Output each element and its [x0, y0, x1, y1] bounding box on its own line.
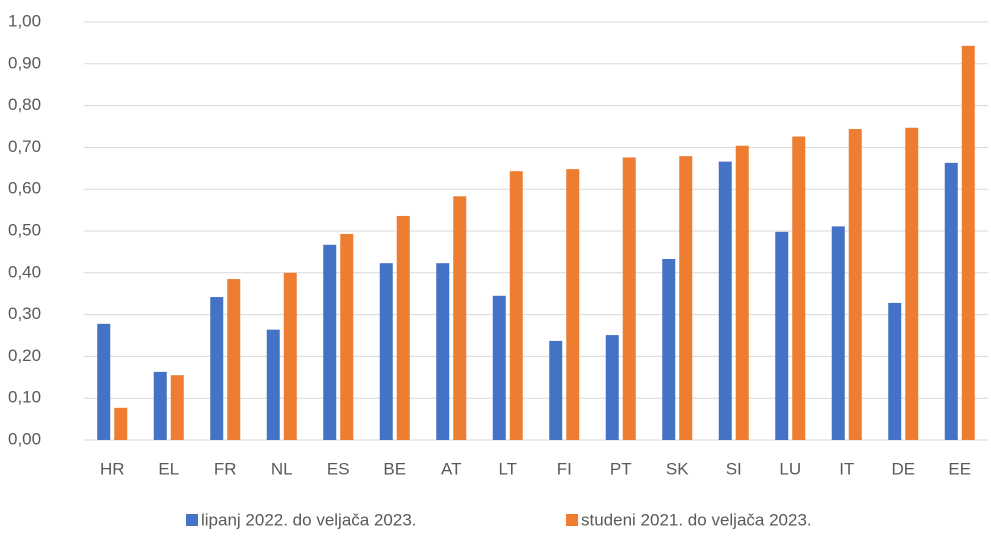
bar [566, 169, 580, 441]
bar [735, 145, 749, 440]
bar [97, 323, 111, 440]
y-tick-label: 0,40 [8, 262, 41, 281]
bar [662, 259, 676, 440]
y-tick-label: 0,70 [8, 137, 41, 156]
x-tick-label: NL [271, 459, 293, 478]
y-tick-label: 0,00 [8, 429, 41, 448]
y-tick-label: 0,60 [8, 179, 41, 198]
legend-swatch [186, 514, 198, 526]
y-tick-label: 0,80 [8, 95, 41, 114]
y-tick-label: 0,90 [8, 53, 41, 72]
x-tick-label: EL [158, 459, 179, 478]
x-tick-label: LU [779, 459, 801, 478]
bar [283, 272, 297, 440]
x-tick-label: DE [891, 459, 915, 478]
bar [848, 129, 862, 440]
x-tick-label: ES [327, 459, 350, 478]
bar [679, 156, 693, 441]
y-tick-label: 0,30 [8, 304, 41, 323]
x-tick-label: FR [214, 459, 237, 478]
bar [792, 136, 806, 441]
bar [436, 263, 450, 440]
bar [622, 157, 636, 440]
x-tick-label: FI [557, 459, 572, 478]
bar [170, 375, 184, 440]
x-tick-label: SK [666, 459, 689, 478]
bar [266, 329, 280, 440]
x-tick-label: EE [948, 459, 971, 478]
bar [379, 263, 393, 440]
bar [905, 127, 919, 440]
bar [114, 407, 128, 440]
legend-label: lipanj 2022. do veljača 2023. [201, 510, 417, 529]
x-tick-label: BE [383, 459, 406, 478]
y-tick-label: 0,20 [8, 346, 41, 365]
x-tick-label: HR [100, 459, 125, 478]
bar [888, 302, 902, 440]
legend-swatch [566, 514, 578, 526]
x-tick-label: SI [726, 459, 742, 478]
bar [775, 231, 789, 440]
bar [153, 371, 167, 440]
x-tick-label: AT [441, 459, 461, 478]
bar [961, 45, 975, 441]
y-tick-label: 1,00 [8, 11, 41, 30]
bar [453, 196, 467, 440]
bar [323, 244, 337, 440]
x-tick-label: PT [610, 459, 632, 478]
x-tick-label: IT [839, 459, 854, 478]
bar [492, 295, 506, 440]
bar [396, 215, 410, 440]
bar [227, 279, 241, 440]
legend-label: studeni 2021. do veljača 2023. [581, 510, 812, 529]
bar [944, 162, 958, 440]
x-tick-label: LT [498, 459, 517, 478]
y-tick-label: 0,10 [8, 388, 41, 407]
bar [831, 226, 845, 440]
bar [549, 340, 563, 440]
bar [605, 335, 619, 440]
bar [509, 171, 523, 440]
bar [210, 297, 224, 440]
y-tick-label: 0,50 [8, 220, 41, 239]
bar [718, 161, 732, 440]
bar [340, 233, 354, 440]
